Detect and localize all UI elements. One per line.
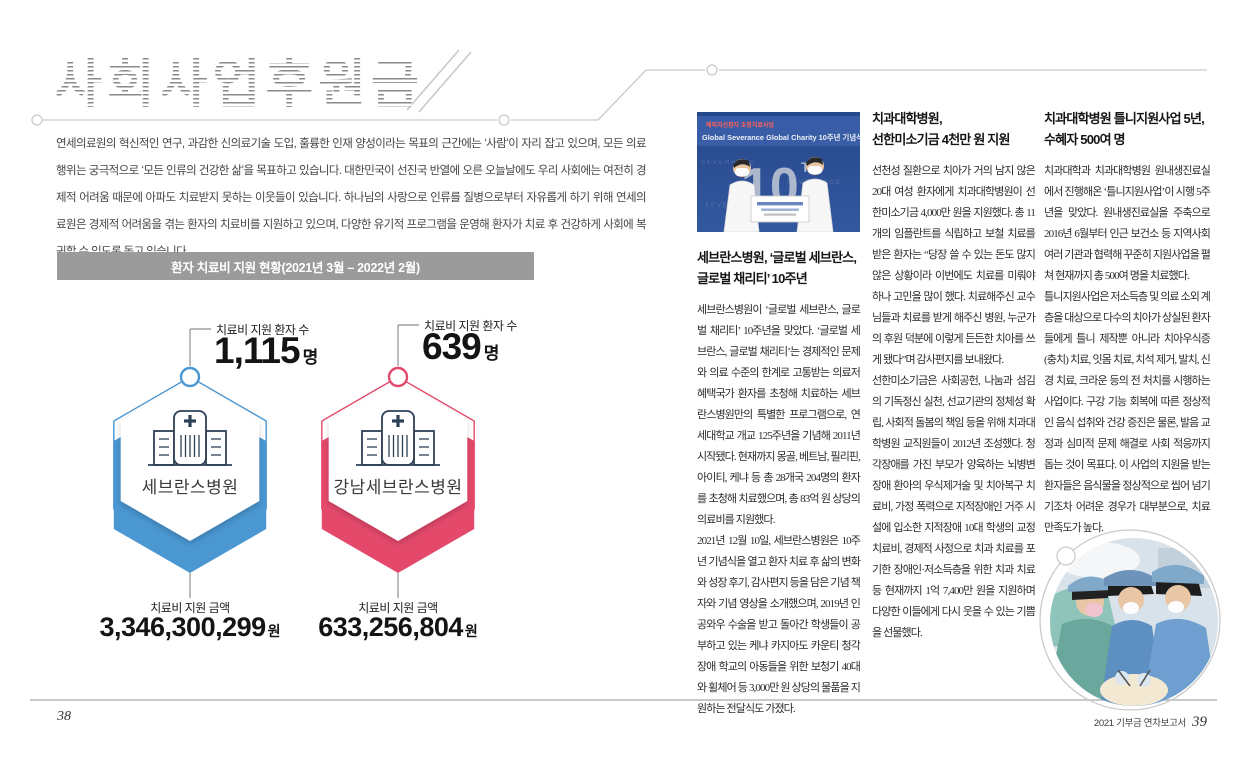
- hexagon-severance: [113, 328, 267, 598]
- patient-count-number: 639: [422, 326, 482, 367]
- article-column-2: 치과대학병원, 선한미소기금 4천만 원 지원 선천성 질환으로 치아가 거의 …: [872, 108, 1036, 644]
- hexagon-gangnam: [321, 324, 475, 598]
- amount-label: 치료비 지원 금액: [150, 601, 230, 615]
- patient-count-number: 1,115: [214, 330, 301, 371]
- patient-count-value: 1,115 명: [214, 330, 318, 372]
- amount-unit: 원: [464, 623, 478, 639]
- intro-paragraph: 연세의료원의 혁신적인 연구, 과감한 신의료기술 도입, 훌륭한 인재 양성이…: [56, 138, 647, 258]
- photo-banner-tag: 해외자선환자 초청치료사업: [706, 121, 774, 129]
- hospital-building-icon: [356, 410, 440, 466]
- event-photo: SEVERANCE SEVERANCE SEVERANCE 해외자선환자 초청치…: [697, 112, 860, 232]
- patient-count-unit: 명: [302, 348, 319, 367]
- section-header: 환자 치료비 지원 현황(2021년 3월 – 2022년 2월): [57, 252, 534, 280]
- section-header-label: 환자 치료비 지원 현황(2021년 3월 – 2022년 2월): [171, 260, 420, 275]
- amount-value: 633,256,804 원: [280, 612, 516, 643]
- article-body: 세브란스병원이 ‘글로벌 세브란스, 글로벌 채리티’ 10주년을 맞았다. ‘…: [697, 304, 861, 715]
- person-figure: [723, 159, 760, 232]
- amount-value: 3,346,300,299 원: [72, 612, 308, 643]
- page-title: 사회사업후원금: [54, 42, 424, 117]
- patient-count-label: 치료비 지원 환자 수: [424, 319, 517, 333]
- article-body: 선천성 질환으로 치아가 거의 남지 않은 20대 여성 환자에게 치과대학병원…: [872, 165, 1036, 639]
- patient-count-unit: 명: [483, 344, 500, 363]
- patient-count-value: 639 명: [422, 326, 499, 368]
- photo-banner-title: Global Severance Global Charity 10주년 기념식: [702, 133, 860, 142]
- node-circle: [179, 366, 201, 388]
- hospital-name: 강남세브란스병원: [333, 478, 463, 497]
- amount-number: 633,256,804: [318, 612, 463, 642]
- article-column-1: SEVERANCE SEVERANCE SEVERANCE 해외자선환자 초청치…: [697, 112, 861, 720]
- article-body: 치과대학과 치과대학병원 원내생진료실에서 진행해온 ‘틀니지원사업’이 시행 …: [1044, 165, 1211, 534]
- sign-board: [750, 195, 810, 223]
- footer-divider: [30, 699, 1217, 701]
- infographic-hexagons: [113, 324, 475, 598]
- surgery-photo: [1038, 528, 1222, 712]
- patient-count-label: 치료비 지원 환자 수: [216, 323, 309, 337]
- hospital-building-icon: [148, 410, 232, 466]
- amount-number: 3,346,300,299: [99, 612, 266, 642]
- amount-label: 치료비 지원 금액: [358, 601, 438, 615]
- footer-page-number-left: 38: [57, 709, 71, 724]
- hospital-name: 세브란스병원: [141, 478, 239, 497]
- article-column-3: 치과대학병원 틀니지원사업 5년, 수혜자 500여 명 치과대학과 치과대학병…: [1044, 108, 1211, 539]
- footer-right: 2021 기부금 연차보고서 39: [977, 713, 1207, 731]
- amount-unit: 원: [267, 623, 281, 639]
- article-title: 세브란스병원, ‘글로벌 세브란스, 글로벌 채리티’ 10주년: [697, 250, 857, 286]
- node-circle: [387, 366, 409, 388]
- footer-page-number-right: 39: [1192, 714, 1207, 730]
- photo-banner: [697, 116, 860, 146]
- footer-report-label: 2021 기부금 연차보고서: [1093, 718, 1186, 729]
- backdrop-word: SEVERANCE: [701, 160, 756, 166]
- node-circle: [1056, 546, 1076, 566]
- article-title: 치과대학병원, 선한미소기금 4천만 원 지원: [872, 111, 1010, 147]
- article-title: 치과대학병원 틀니지원사업 5년, 수혜자 500여 명: [1044, 111, 1205, 147]
- decorative-lines: [31, 49, 1207, 126]
